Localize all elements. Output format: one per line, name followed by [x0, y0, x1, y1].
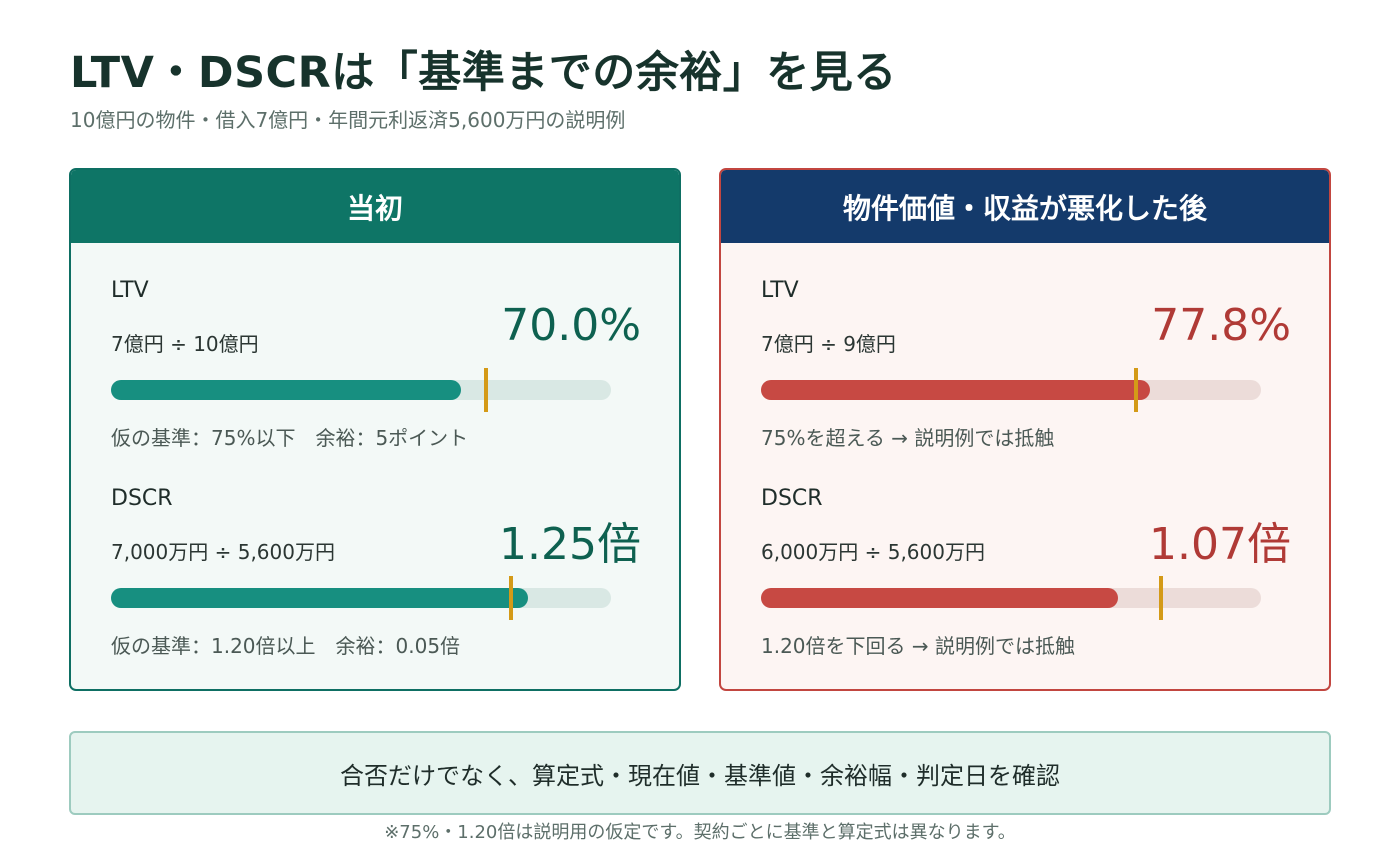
metric-value: 1.25倍: [499, 519, 641, 570]
metric-name: DSCR: [111, 486, 173, 511]
progress-bar-fill: [111, 380, 461, 400]
page-subtitle: 10億円の物件・借入7億円・年間元利返済5,600万円の説明例: [70, 108, 626, 132]
metric-note: 75%を超える → 説明例では抵触: [761, 426, 1055, 450]
threshold-marker: [509, 576, 513, 620]
panel-header-initial: 当初: [71, 170, 679, 243]
summary-box: 合否だけでなく、算定式・現在値・基準値・余裕幅・判定日を確認: [69, 731, 1331, 815]
metric-note: 仮の基準：1.20倍以上 余裕：0.05倍: [111, 634, 461, 658]
page-title: LTV・DSCRは「基準までの余裕」を見る: [70, 48, 897, 98]
threshold-marker: [484, 368, 488, 412]
panel-after: 物件価値・収益が悪化した後 LTV 7億円 ÷ 9億円 77.8% 75%を超え…: [719, 168, 1331, 691]
footnote: ※75%・1.20倍は説明用の仮定です。契約ごとに基準と算定式は異なります。: [384, 822, 1016, 843]
metric-formula: 7億円 ÷ 9億円: [761, 332, 896, 356]
progress-bar-track: [111, 576, 611, 620]
progress-bar-track: [761, 368, 1261, 412]
threshold-marker: [1134, 368, 1138, 412]
panel-initial: 当初 LTV 7億円 ÷ 10億円 70.0% 仮の基準：75%以下 余裕：5ポ…: [69, 168, 681, 691]
progress-bar-track: [111, 368, 611, 412]
metric-formula: 7億円 ÷ 10億円: [111, 332, 259, 356]
progress-bar-fill: [761, 380, 1150, 400]
progress-bar-track: [761, 576, 1261, 620]
panel-header-after: 物件価値・収益が悪化した後: [721, 170, 1329, 243]
metric-value: 1.07倍: [1149, 519, 1291, 570]
metric-value: 77.8%: [1151, 300, 1291, 351]
metric-name: LTV: [111, 278, 149, 303]
metric-value: 70.0%: [501, 300, 641, 351]
progress-bar-fill: [111, 588, 528, 608]
metric-note: 仮の基準：75%以下 余裕：5ポイント: [111, 426, 469, 450]
threshold-marker: [1159, 576, 1163, 620]
metric-name: DSCR: [761, 486, 823, 511]
metric-formula: 6,000万円 ÷ 5,600万円: [761, 540, 985, 564]
metric-name: LTV: [761, 278, 799, 303]
progress-bar-fill: [761, 588, 1118, 608]
metric-note: 1.20倍を下回る → 説明例では抵触: [761, 634, 1076, 658]
metric-formula: 7,000万円 ÷ 5,600万円: [111, 540, 335, 564]
